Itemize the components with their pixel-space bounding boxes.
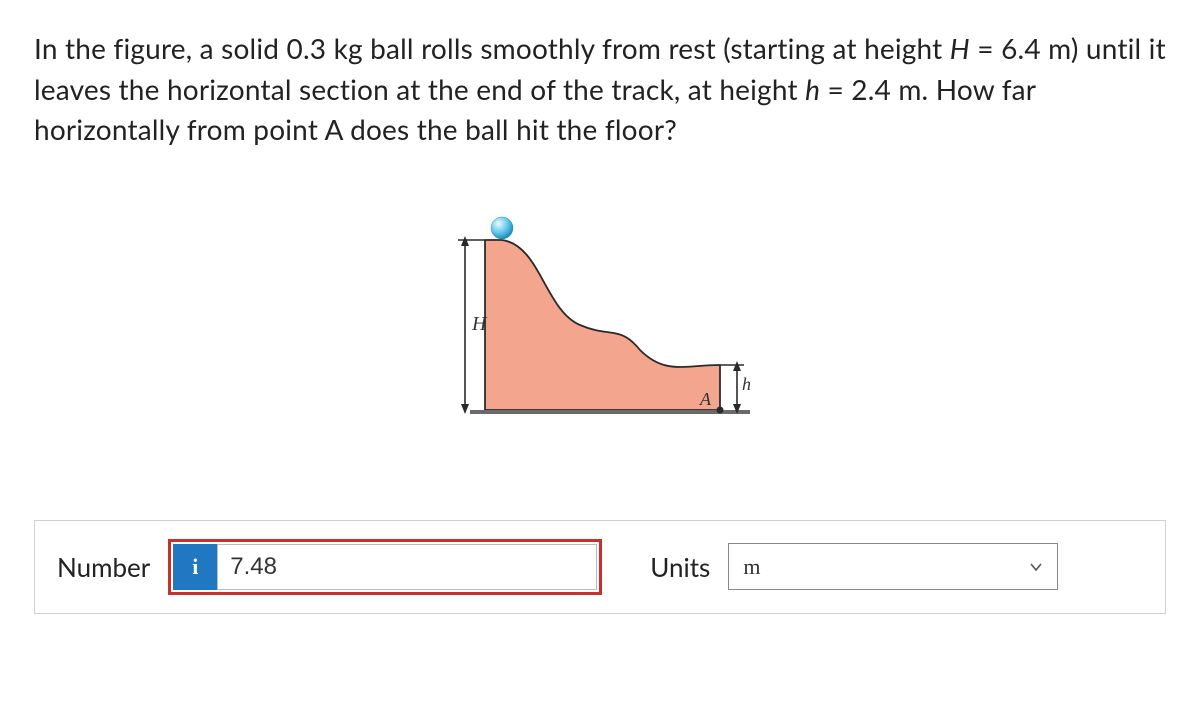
units-label: Units [650,551,710,583]
units-select[interactable]: m [728,543,1058,590]
label-A: A [699,389,712,409]
figure-container: H h A [34,200,1166,430]
track-figure: H h A [430,200,770,430]
label-h: h [742,374,751,394]
answer-row: Number i Units m [34,520,1166,614]
dim-h-arrow-top [733,361,741,371]
number-input[interactable] [217,544,597,590]
ball [491,217,513,239]
track-fill [485,240,720,410]
units-select-wrap: m [728,543,1058,590]
question-text: In the figure, a solid 0.3 kg ball rolls… [34,28,1166,150]
dim-H-arrow-top [461,236,469,246]
number-input-group: i [168,539,602,595]
info-icon[interactable]: i [173,544,217,590]
label-H: H [471,313,488,335]
number-label: Number [57,551,150,583]
dim-H-arrow-bot [461,404,469,414]
point-A-dot [717,406,724,413]
